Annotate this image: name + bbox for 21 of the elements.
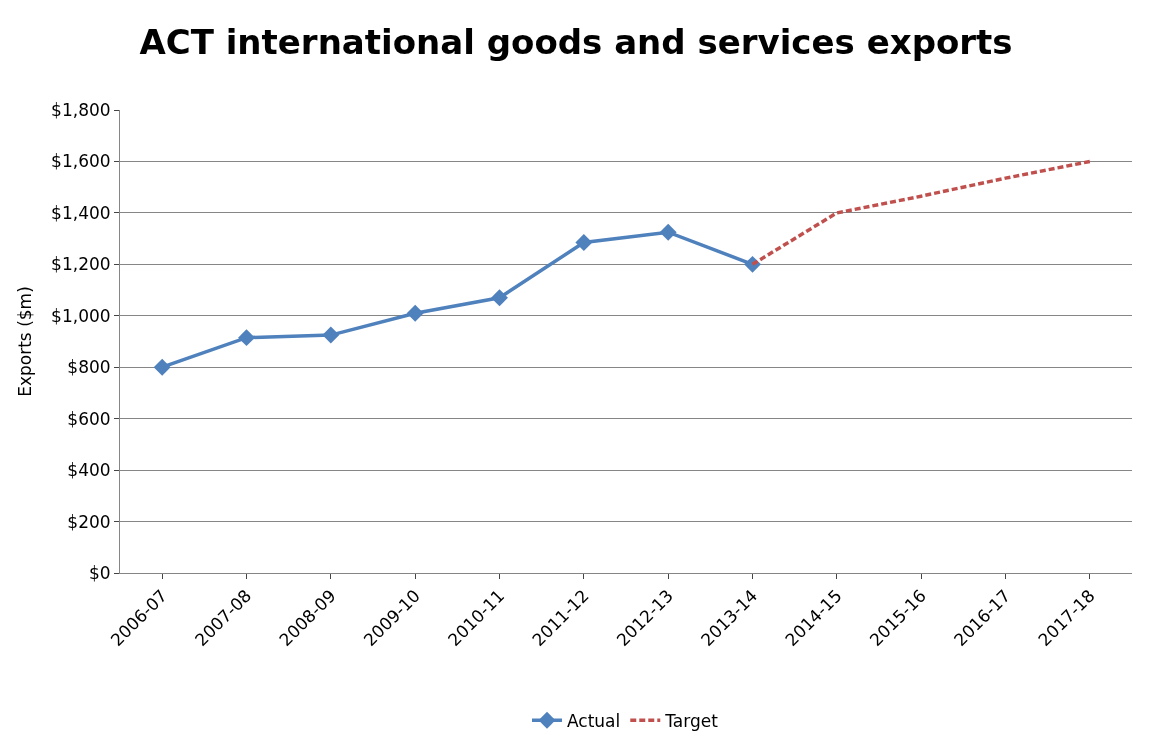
y-tick-label: $600 (67, 408, 111, 429)
point (575, 234, 593, 251)
y-tick-label: $200 (67, 511, 111, 532)
chart-title: ACT international goods and services exports (139, 21, 1013, 62)
point (491, 289, 508, 307)
legend-label: Target (664, 710, 719, 731)
y-tick-label: $800 (67, 357, 111, 378)
point (153, 358, 171, 376)
legend-label: Actual (567, 710, 621, 731)
y-tick-label: $1,600 (51, 151, 111, 172)
point (406, 304, 424, 322)
y-tick-label: $1,800 (51, 99, 111, 120)
point (322, 326, 340, 344)
y-tick-label: $400 (67, 460, 111, 481)
y-tick-label: $0 (88, 562, 111, 583)
y-tick-label: $1,000 (51, 305, 111, 326)
point (238, 329, 255, 347)
y-axis-title: Exports ($m) (14, 286, 35, 397)
y-tick-label: $1,400 (51, 202, 111, 223)
y-tick-label: $1,200 (51, 254, 111, 275)
point (659, 223, 677, 241)
